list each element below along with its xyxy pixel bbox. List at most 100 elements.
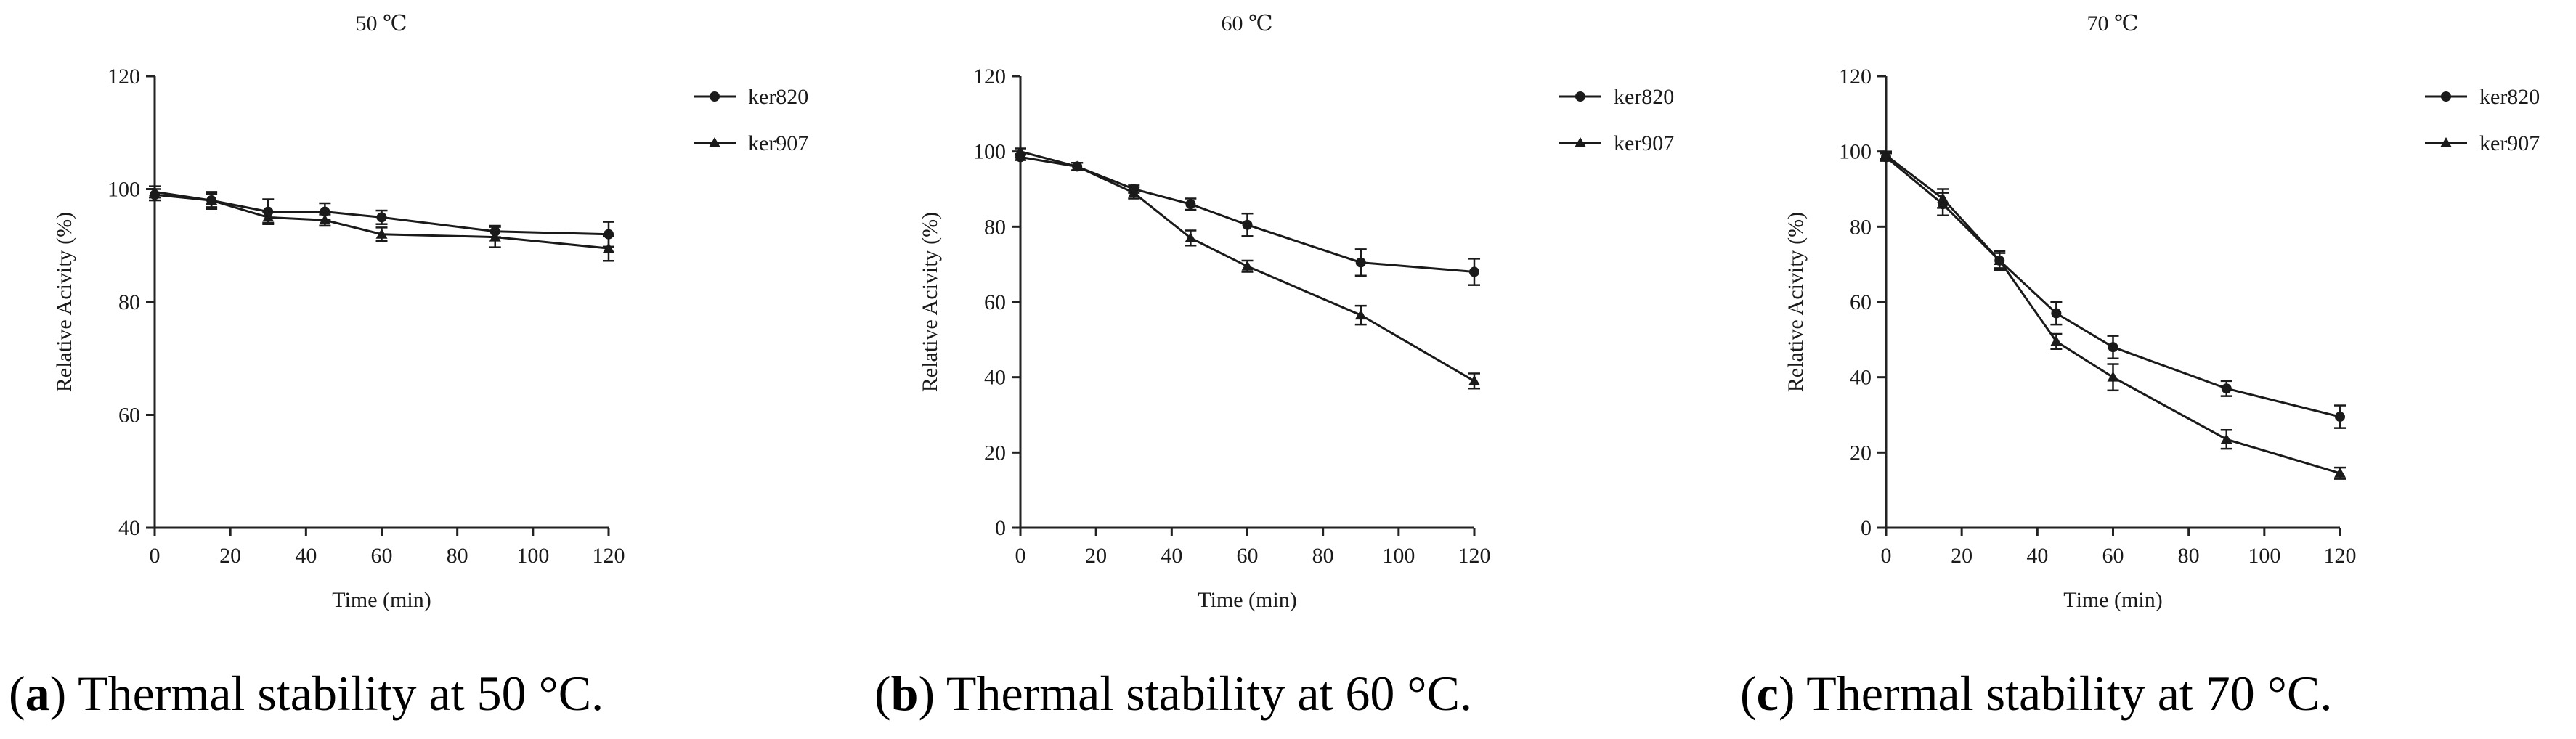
caption-text: Thermal stability at 50 °C. <box>66 666 604 721</box>
chart-panel-b: 60 ℃ 0 20 40 60 80 100 120 0 20 40 60 80 100 120 Time (… <box>874 12 1674 721</box>
y-tick-label: 0 <box>995 516 1006 540</box>
y-tick-label: 20 <box>1850 441 1872 465</box>
x-tick-label: 20 <box>1085 544 1107 568</box>
legend-marker <box>2440 137 2452 147</box>
chart-panel-c: 70 ℃ 0 20 40 60 80 100 120 0 20 40 60 80 100 120 Time (… <box>1740 12 2540 721</box>
y-tick-label: 100 <box>107 178 140 202</box>
y-tick-label: 60 <box>984 290 1006 314</box>
legend-marker <box>1575 137 1586 147</box>
caption: (a) Thermal stability at 50 °C. <box>9 666 604 721</box>
data-point <box>375 228 388 239</box>
legend-marker <box>710 91 720 102</box>
x-tick-label: 120 <box>1458 544 1491 568</box>
data-point <box>1185 232 1197 242</box>
y-axis-label: Relative Acivity (%) <box>918 212 942 392</box>
x-tick-label: 80 <box>1312 544 1334 568</box>
data-point <box>2050 335 2063 346</box>
legend-marker <box>1575 91 1585 102</box>
x-tick-label: 100 <box>516 544 549 568</box>
y-tick-label: 120 <box>1839 65 1872 89</box>
x-tick-label: 120 <box>593 544 625 568</box>
data-point <box>603 242 614 253</box>
x-axis-label: Time (min) <box>2063 588 2162 612</box>
chart-title: 70 ℃ <box>2087 12 2138 36</box>
y-tick-label: 100 <box>1839 140 1872 164</box>
y-tick-label: 20 <box>984 441 1006 465</box>
data-point <box>1355 257 1366 268</box>
data-point <box>489 231 501 242</box>
x-tick-label: 60 <box>371 544 393 568</box>
data-point <box>1242 219 1253 230</box>
caption-paren: ) <box>50 666 67 721</box>
data-point <box>1354 309 1367 320</box>
data-point <box>1994 254 2006 265</box>
data-point <box>2107 371 2119 382</box>
caption-label: b <box>891 666 919 721</box>
legend-label: ker907 <box>1614 131 1674 155</box>
x-tick-label: 40 <box>295 544 317 568</box>
x-tick-label: 20 <box>1951 544 1972 568</box>
data-point <box>2220 433 2232 444</box>
data-point <box>262 211 275 222</box>
data-point <box>2335 412 2345 422</box>
y-tick-label: 100 <box>973 140 1006 164</box>
y-tick-label: 80 <box>1850 215 1872 239</box>
data-point <box>1469 266 1479 277</box>
data-point <box>2051 308 2062 319</box>
data-point <box>149 186 161 197</box>
y-tick-label: 0 <box>1861 516 1872 540</box>
caption-label: a <box>25 666 50 721</box>
legend-label: ker820 <box>2479 85 2540 109</box>
x-tick-label: 40 <box>2026 544 2048 568</box>
caption-label: c <box>1757 666 1779 721</box>
x-tick-label: 0 <box>150 544 161 568</box>
chart-panel-a: 50 ℃ 40 60 80 100 120 0 20 40 60 80 100 120 Time (min… <box>9 12 808 721</box>
data-point <box>376 212 387 223</box>
y-axis-label: Relative Acivity (%) <box>52 212 76 392</box>
x-tick-label: 80 <box>447 544 468 568</box>
y-tick-label: 60 <box>118 404 140 428</box>
data-point <box>1880 149 1892 160</box>
legend-marker <box>709 137 720 147</box>
y-tick-label: 120 <box>973 65 1006 89</box>
y-tick-label: 120 <box>107 65 140 89</box>
data-point <box>2221 383 2232 394</box>
data-point <box>1071 160 1084 171</box>
y-tick-label: 60 <box>1850 290 1872 314</box>
series-line <box>1885 154 2341 475</box>
x-tick-label: 40 <box>1161 544 1182 568</box>
caption-paren: ( <box>1740 666 1757 721</box>
caption-text: Thermal stability at 60 °C. <box>935 666 1472 721</box>
x-tick-label: 60 <box>1237 544 1259 568</box>
caption: (c) Thermal stability at 70 °C. <box>1740 666 2332 721</box>
data-point <box>1241 260 1254 271</box>
caption: (b) Thermal stability at 60 °C. <box>874 666 1472 721</box>
y-axis-label: Relative Acivity (%) <box>1784 212 1808 392</box>
legend-marker <box>2441 91 2451 102</box>
data-point <box>1128 187 1140 197</box>
x-axis-label: Time (min) <box>332 588 431 612</box>
x-tick-label: 60 <box>2102 544 2124 568</box>
series-ker907 <box>1015 145 1480 390</box>
x-axis-label: Time (min) <box>1198 588 1296 612</box>
x-tick-label: 120 <box>2324 544 2357 568</box>
y-tick-label: 40 <box>1850 366 1872 390</box>
chart-title: 50 ℃ <box>355 12 407 36</box>
x-tick-label: 100 <box>1382 544 1415 568</box>
data-point <box>2334 467 2346 478</box>
series-ker907 <box>1880 149 2346 480</box>
legend-label: ker907 <box>2479 131 2540 155</box>
data-point <box>1468 375 1480 385</box>
x-tick-label: 100 <box>2248 544 2280 568</box>
x-tick-label: 0 <box>1881 544 1892 568</box>
data-point <box>2108 342 2118 353</box>
legend-label: ker820 <box>1614 85 1674 109</box>
legend-label: ker907 <box>748 131 808 155</box>
y-tick-label: 80 <box>118 290 140 314</box>
x-tick-label: 20 <box>219 544 241 568</box>
data-point <box>319 214 331 225</box>
x-tick-label: 80 <box>2178 544 2200 568</box>
series-ker907 <box>149 185 614 262</box>
data-point <box>206 195 218 205</box>
